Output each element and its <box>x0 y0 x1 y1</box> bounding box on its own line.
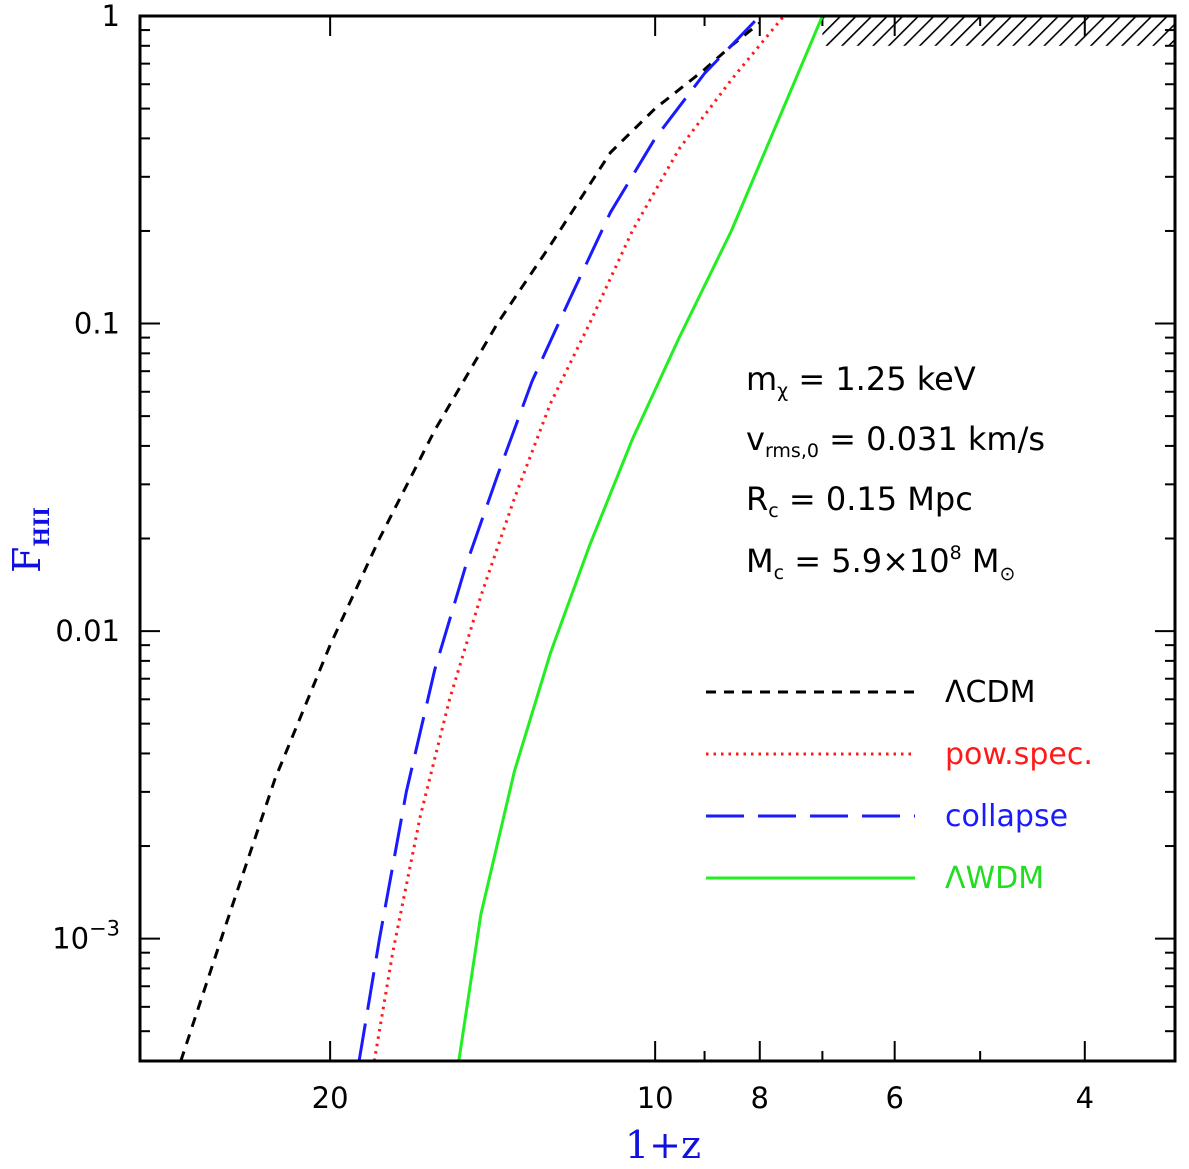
legend: ΛCDM pow.spec. collapse ΛWDM <box>706 675 1093 896</box>
x-tick-label: 20 <box>312 1081 349 1115</box>
x-tick-label: 4 <box>1076 1081 1094 1115</box>
legend-label-3: collapse <box>945 799 1068 834</box>
series-line-3 <box>357 16 761 1061</box>
annotation-mass: mχ = 1.25 keV <box>746 360 976 402</box>
excluded-region <box>822 16 1175 46</box>
y-tick-label: 1 <box>102 0 120 33</box>
y-tick-label: 0.01 <box>55 614 120 648</box>
plot-frame <box>138 14 1177 1063</box>
tick-labels: 20 10 8 6 4 1 0.1 0.01 10−3 <box>52 0 1094 1115</box>
legend-label-2: pow.spec. <box>945 737 1093 772</box>
y-tick-label: 0.1 <box>74 307 120 341</box>
x-axis-title: 1+z <box>625 1123 701 1167</box>
annotation-cutoff-mass: Mc = 5.9×108 M⊙ <box>746 542 1015 585</box>
x-tick-label: 10 <box>637 1081 674 1115</box>
annotation-velocity: vrms,0 = 0.031 km/s <box>746 420 1045 462</box>
data-series <box>179 16 824 1061</box>
legend-label-4: ΛWDM <box>945 861 1044 896</box>
parameter-annotations: mχ = 1.25 keV vrms,0 = 0.031 km/s Rc = 0… <box>746 360 1045 585</box>
annotation-radius: Rc = 0.15 Mpc <box>746 480 973 522</box>
x-tick-label: 6 <box>885 1081 903 1115</box>
series-line-4 <box>457 16 824 1061</box>
x-tick-label: 8 <box>751 1081 769 1115</box>
series-line-1 <box>179 21 761 1061</box>
legend-label-1: ΛCDM <box>945 675 1035 710</box>
series-line-2 <box>372 16 785 1061</box>
excluded-region-hatch <box>822 16 1175 46</box>
axis-ticks <box>139 15 1175 1062</box>
y-axis-title: FHII <box>5 507 54 573</box>
y-tick-label: 10−3 <box>52 917 120 956</box>
